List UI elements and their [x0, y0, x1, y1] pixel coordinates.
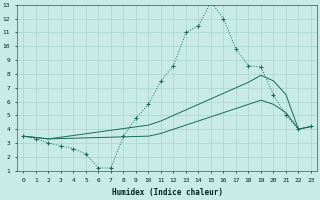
X-axis label: Humidex (Indice chaleur): Humidex (Indice chaleur) — [112, 188, 223, 197]
